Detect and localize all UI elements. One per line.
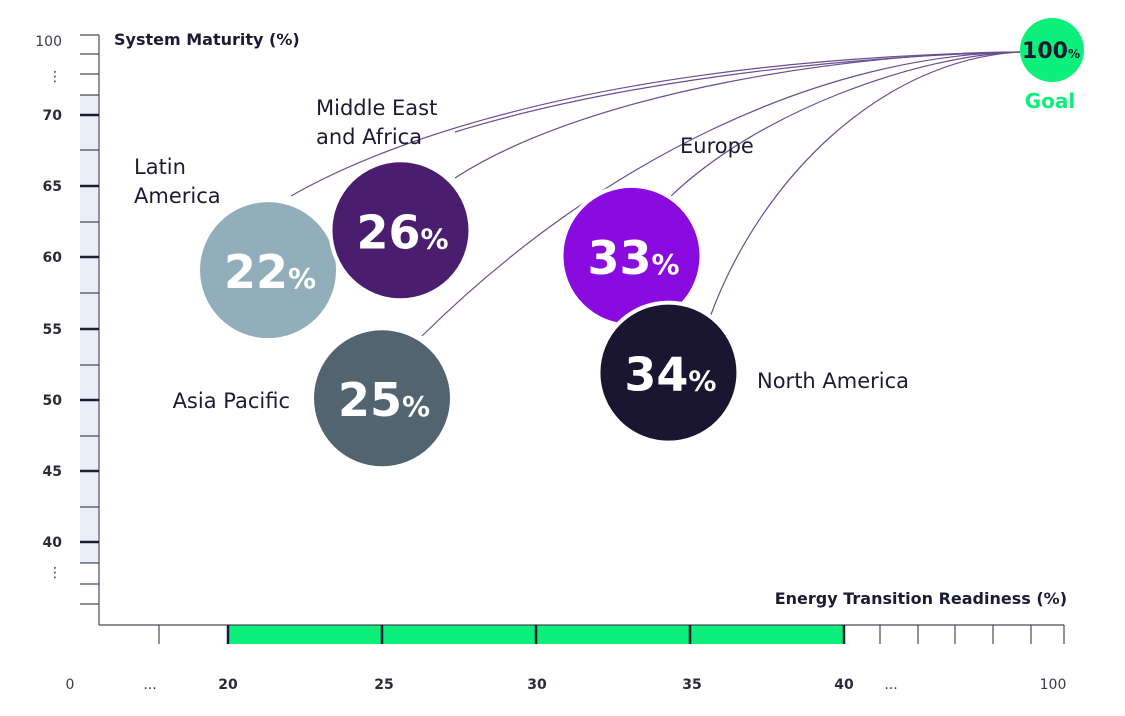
region-label: Europe xyxy=(680,134,754,158)
y-tick-label: 100 xyxy=(35,34,62,50)
bubbles: 22% 25% 26% 33% 34% xyxy=(196,158,741,471)
connector-line xyxy=(290,51,1021,197)
region-label: Latin America xyxy=(134,155,221,208)
bubble xyxy=(196,198,341,343)
goal-value: 100% xyxy=(1022,39,1080,64)
y-axis-ticks xyxy=(80,34,99,605)
connector-line xyxy=(669,51,1021,198)
region-label: Middle East and Africa xyxy=(316,96,437,149)
connector-line xyxy=(454,51,1021,179)
bubble-value: 26% xyxy=(356,205,448,259)
x-tick-label: ... xyxy=(884,677,897,693)
bubble-value: 34% xyxy=(624,348,716,402)
x-axis-title: Energy Transition Readiness (%) xyxy=(775,589,1067,608)
connector-line xyxy=(709,51,1021,318)
y-tick-label: 70 xyxy=(43,108,63,124)
bubble-value: 25% xyxy=(338,373,430,427)
y-tick-label: ⋮ xyxy=(48,69,62,85)
region-labels: Latin America Middle East and Africa Asia Pa… xyxy=(134,96,909,413)
x-tick-label: 40 xyxy=(834,677,854,693)
y-tick-label: 65 xyxy=(43,179,62,195)
x-tick-label: 20 xyxy=(218,677,238,693)
x-tick-label: 25 xyxy=(374,677,393,693)
goal-label: Goal xyxy=(1025,89,1076,113)
y-tick-label: 60 xyxy=(43,250,63,266)
y-axis-title: System Maturity (%) xyxy=(114,30,300,49)
x-tick-label: 30 xyxy=(527,677,547,693)
goal-marker: 100% Goal xyxy=(1020,18,1084,113)
goal-connector-lines xyxy=(290,51,1021,337)
x-tick-label: 100 xyxy=(1040,677,1067,693)
y-tick-label: 45 xyxy=(43,464,62,480)
region-label: North America xyxy=(757,369,909,393)
x-tick-label: ... xyxy=(143,677,156,693)
y-tick-label: 55 xyxy=(43,322,62,338)
x-tick-label: 0 xyxy=(66,677,75,693)
x-tick-labels: 0... 20 25 30 35 40... 100 xyxy=(66,677,1067,693)
bubble xyxy=(596,300,741,445)
bubble-value: 22% xyxy=(224,245,316,299)
y-tick-label: ⋮ xyxy=(48,565,62,581)
bubble xyxy=(310,326,454,471)
y-tick-label: 40 xyxy=(43,535,63,551)
connector-line xyxy=(421,51,1021,337)
bubble-value: 33% xyxy=(587,231,679,285)
y-tick-labels: 100 ⋮ 70 65 60 55 50 45 40 ⋮ xyxy=(35,34,62,581)
region-label: Asia Pacific xyxy=(173,389,290,413)
y-tick-label: 50 xyxy=(43,393,63,409)
x-tick-label: 35 xyxy=(682,677,701,693)
x-axis-ticks xyxy=(158,625,1065,644)
goal-circle xyxy=(1020,18,1084,82)
bubble xyxy=(328,158,473,303)
